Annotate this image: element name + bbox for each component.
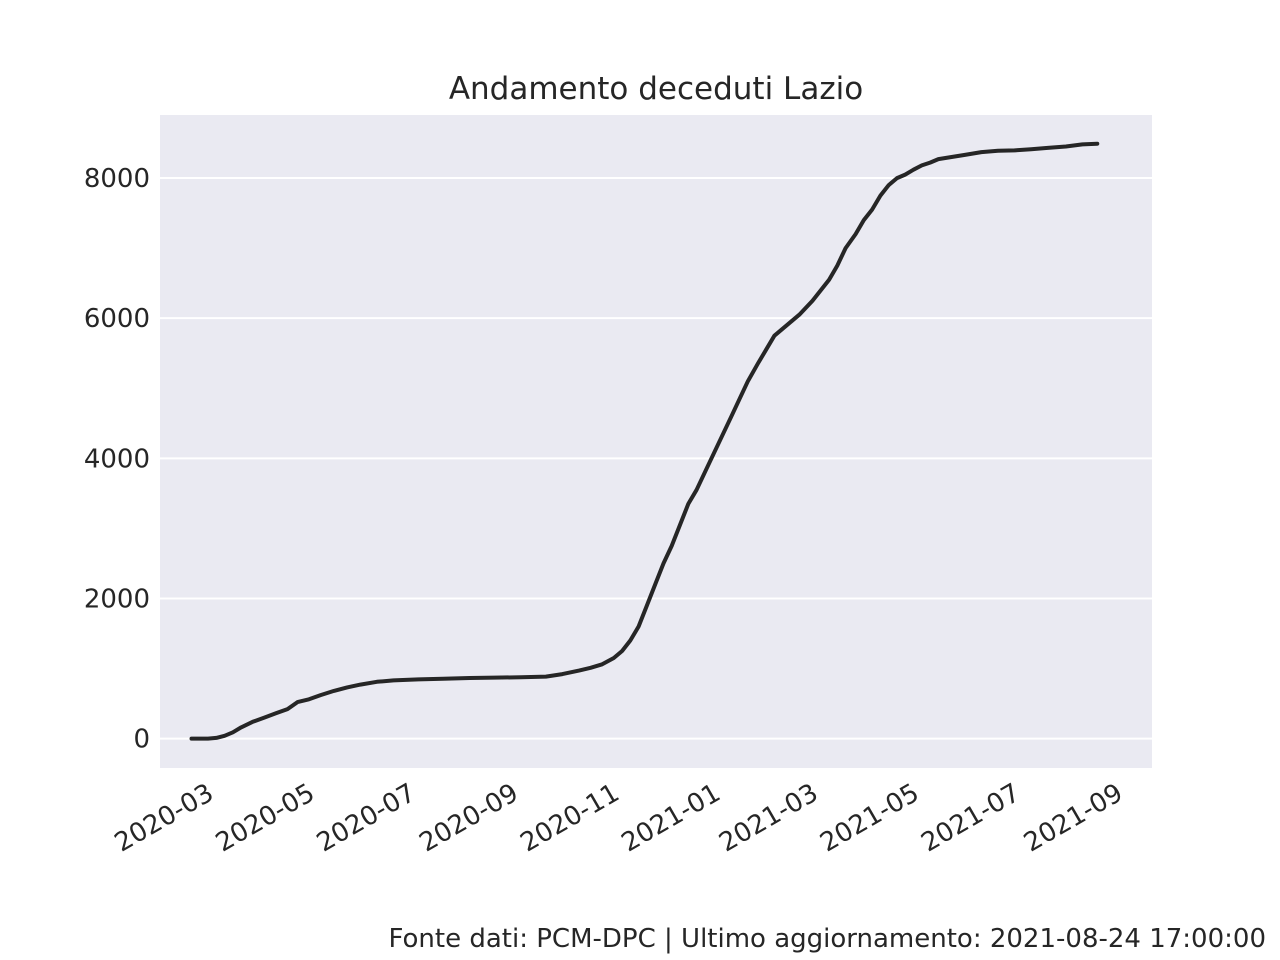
chart-title: Andamento deceduti Lazio (449, 71, 863, 107)
x-tick-label: 2021-07 (916, 778, 1025, 858)
y-tick-label: 4000 (84, 444, 150, 474)
y-tick-label: 8000 (84, 164, 150, 194)
x-tick-label: 2021-05 (815, 778, 924, 858)
series-line (189, 141, 1100, 741)
x-tick-label: 2020-07 (312, 778, 421, 858)
grid-lines (160, 177, 1152, 740)
x-tick-label: 2021-01 (617, 778, 726, 858)
x-tick-label: 2021-09 (1019, 778, 1128, 858)
source-footer: Fonte dati: PCM-DPC | Ultimo aggiornamen… (388, 924, 1267, 954)
y-tick-label: 0 (133, 725, 150, 755)
y-tick-label: 6000 (84, 304, 150, 334)
plot-area (160, 115, 1152, 768)
x-tick-label: 2020-09 (415, 778, 524, 858)
x-tick-label: 2020-11 (516, 778, 625, 858)
x-axis: 2020-032020-052020-072020-092020-112021-… (110, 778, 1128, 858)
x-tick-label: 2020-03 (110, 778, 219, 858)
y-axis: 0 2000 4000 6000 8000 (84, 164, 150, 755)
x-tick-label: 2020-05 (211, 778, 320, 858)
y-tick-label: 2000 (84, 584, 150, 614)
x-tick-label: 2021-03 (714, 778, 823, 858)
